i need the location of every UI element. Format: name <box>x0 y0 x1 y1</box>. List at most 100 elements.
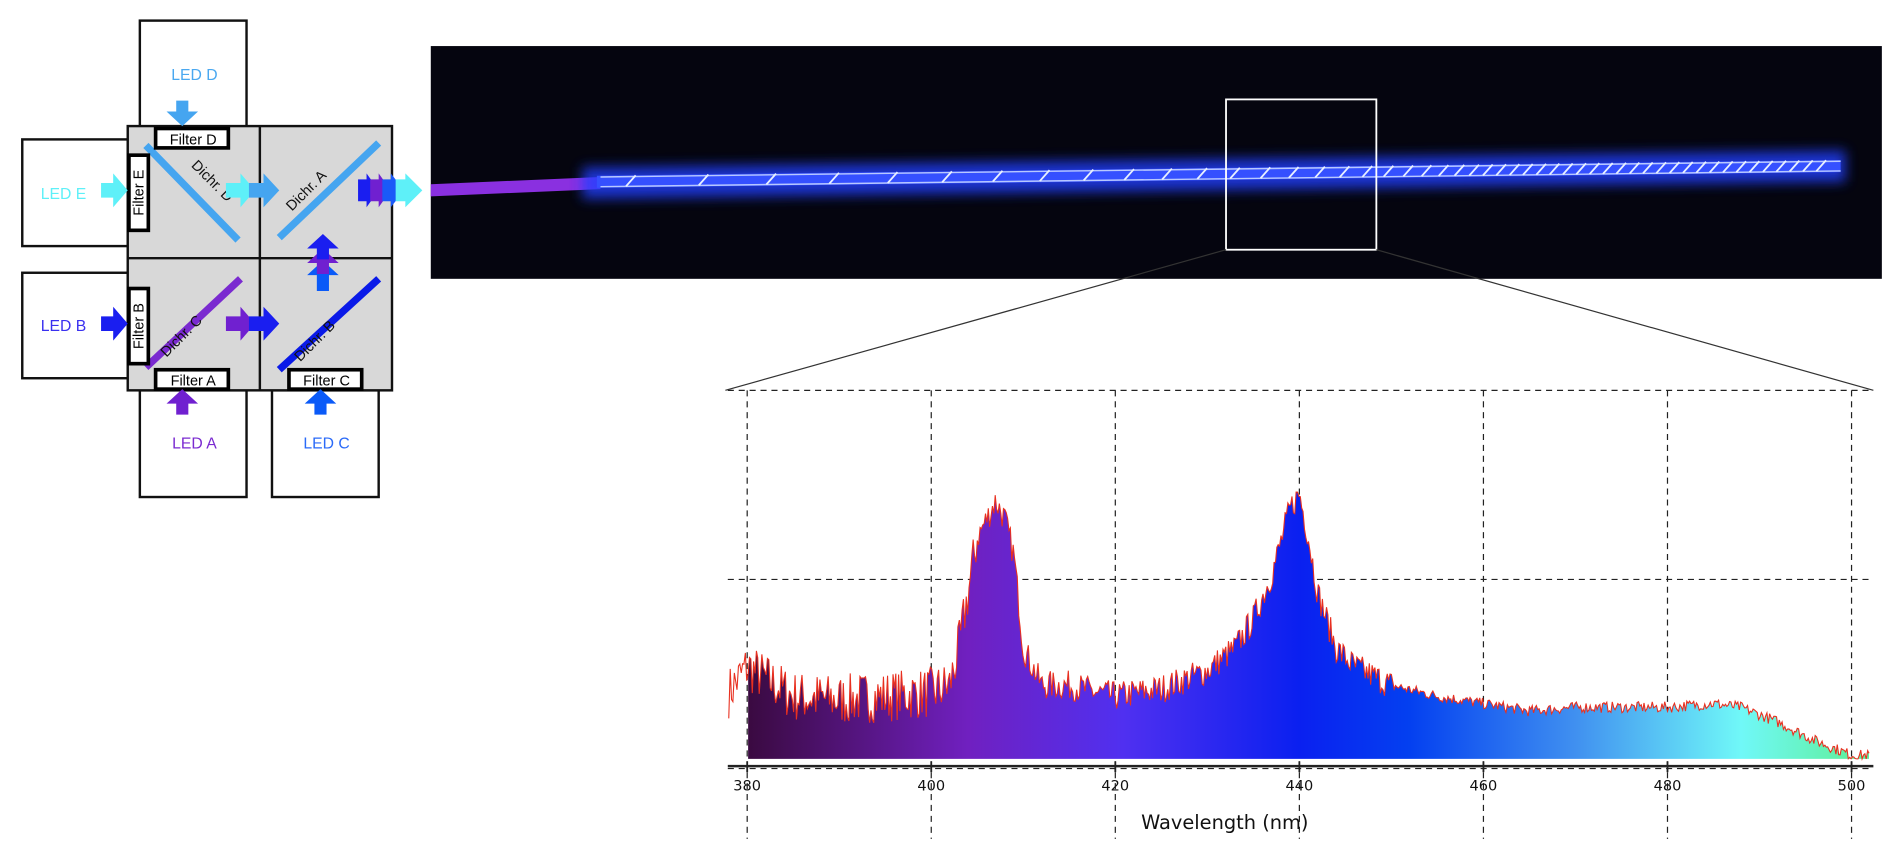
fiber-twist-mark <box>1815 159 1827 172</box>
fiber-twist-mark <box>1508 163 1521 176</box>
filter-e-label: Filter E <box>131 169 147 215</box>
zoom-line-left <box>725 249 1227 391</box>
fiber-twist-mark <box>1722 160 1734 173</box>
arrow-right-icon <box>101 173 128 208</box>
fiber-twist-mark <box>1575 162 1587 175</box>
x-tick-label: 460 <box>1470 778 1498 794</box>
dichroic-mirrors <box>143 140 382 373</box>
arrow-right-icon <box>248 306 280 341</box>
zoom-line-right <box>1376 249 1874 391</box>
fiber-twist-mark <box>1453 164 1465 177</box>
fiber-twist-mark <box>1562 162 1574 175</box>
fiber-twist-mark <box>1748 160 1761 173</box>
fiber-twist-mark <box>625 174 637 187</box>
led-b-label: LED B <box>41 318 87 335</box>
led-e-label: LED E <box>41 186 87 203</box>
fiber-twist-mark <box>1655 161 1667 174</box>
fiber-twist-mark <box>1535 163 1547 176</box>
x-tick-label: 480 <box>1654 778 1682 794</box>
filter-d-label: Filter D <box>170 132 217 148</box>
arrow-right-icon <box>225 173 256 208</box>
arrow-right-icon <box>101 306 128 341</box>
fiber-twist-mark <box>828 172 840 185</box>
fiber-twist-mark <box>1314 166 1326 179</box>
fiber-twist-mark <box>941 170 953 183</box>
arrow-up-icon <box>166 389 199 415</box>
arrow-right-icon <box>370 173 391 208</box>
fiber-twist-mark <box>992 170 1004 183</box>
fiber-twist-mark <box>1338 165 1351 178</box>
led-a-box <box>138 389 248 499</box>
arrow-right-icon <box>358 173 379 208</box>
dichroic-d <box>143 142 241 243</box>
arrow-down-icon <box>166 100 199 127</box>
fiber-twist-mark <box>1468 164 1480 177</box>
fiber-twist-mark <box>1495 163 1507 176</box>
arrow-right-icon <box>248 173 280 208</box>
fiber-twist-mark <box>1361 165 1373 178</box>
led-d-label: LED D <box>171 67 217 84</box>
fiber-twist-mark <box>1288 166 1300 179</box>
arrow-up-icon <box>307 233 339 260</box>
fiber-twist-mark <box>1682 161 1694 174</box>
fiber-twist-mark <box>1438 164 1450 177</box>
led-c-label: LED C <box>303 436 349 453</box>
spectrum-area <box>748 492 1870 759</box>
x-tick-label: 440 <box>1285 778 1313 794</box>
fiber-twist-mark <box>1615 162 1627 175</box>
fiber-twist-mark <box>1420 164 1433 177</box>
fiber-twist-mark <box>887 171 899 184</box>
fiber-twist-mark <box>1735 160 1747 173</box>
arrow-up-icon <box>307 248 339 274</box>
x-tick-label: 500 <box>1838 778 1866 794</box>
fiber-twist-mark <box>1039 169 1051 182</box>
arrow-right-icon <box>382 173 405 208</box>
filter-a-label: Filter A <box>171 373 217 389</box>
fiber-twist-mark <box>1708 161 1721 174</box>
fiber-photo <box>430 46 1882 279</box>
light-arrows <box>101 100 423 415</box>
spectrum-chart: 380 400 420 440 460 480 500 Wavelength (nm) <box>727 389 1874 839</box>
fiber-twist-mark <box>1522 163 1534 176</box>
fiber-twist-mark <box>698 173 710 186</box>
led-a-label: LED A <box>172 436 217 453</box>
led-c-box <box>270 389 380 499</box>
fiber-twist-mark <box>1382 165 1395 178</box>
filter-b-label: Filter B <box>131 303 147 349</box>
fiber-twist-mark <box>1402 164 1414 178</box>
fiber-twist-mark <box>1775 160 1787 173</box>
arrow-up-icon <box>307 260 339 291</box>
zoom-region-box <box>1225 98 1378 251</box>
fiber-twist-mark <box>1802 159 1814 172</box>
arrow-right-icon <box>395 173 423 208</box>
fiber-twist-mark <box>1602 162 1614 175</box>
arrow-up-icon <box>304 389 337 415</box>
x-tick-label: 380 <box>733 778 761 794</box>
dichroic-b <box>276 276 382 373</box>
fiber-twist-mark <box>1082 168 1094 182</box>
fiber-twist-mark <box>1642 161 1654 174</box>
fiber-twist-mark <box>1695 161 1707 174</box>
fiber-twist-mark <box>1161 167 1173 181</box>
fiber-twist-mark <box>765 173 777 186</box>
fiber-twist-mark <box>1788 159 1801 173</box>
fiber-twist-mark <box>1762 160 1774 173</box>
x-tick-label: 400 <box>917 778 945 794</box>
fiber-twist-mark <box>1482 163 1494 177</box>
fiber-twist-mark <box>1123 168 1135 181</box>
x-axis-label: Wavelength (nm) <box>1141 811 1308 834</box>
filter-c-label: Filter C <box>303 373 350 389</box>
fiber-twist-mark <box>1588 162 1601 175</box>
x-tick-label: 420 <box>1101 778 1129 794</box>
arrow-right-icon <box>225 306 256 341</box>
fiber-twist-mark <box>1548 163 1561 176</box>
fiber-twist-mark <box>1229 167 1241 180</box>
dichroic-c <box>143 276 243 370</box>
fiber-twist-mark <box>1668 161 1681 174</box>
fiber-twist-mark <box>1628 162 1641 175</box>
dichroic-a <box>276 140 382 241</box>
filters: Filter D Filter E Filter B Filter A Filt… <box>127 126 364 391</box>
spectrum-line <box>728 491 1870 762</box>
fiber-twist-mark <box>1259 166 1271 179</box>
led-d-box <box>138 19 248 129</box>
